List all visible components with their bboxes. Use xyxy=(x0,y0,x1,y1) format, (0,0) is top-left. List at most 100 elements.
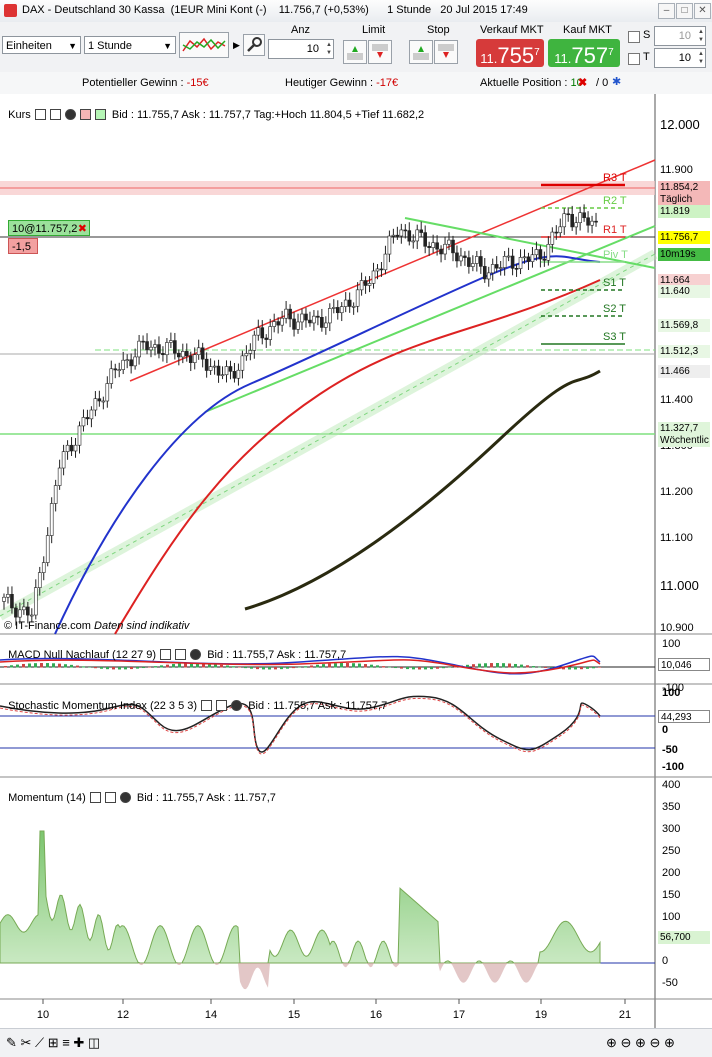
macd-bar xyxy=(436,667,439,669)
candle-body xyxy=(260,327,265,339)
potential-profit: Potentieller Gewinn : -15€ xyxy=(82,77,209,89)
momentum-area xyxy=(0,830,601,964)
indicator-axis-label: -50 xyxy=(662,977,678,989)
t-input[interactable]: 10 ▲ ▼ xyxy=(654,48,706,68)
stoch-signal xyxy=(0,697,601,755)
anz-input[interactable]: 10 ▲ ▼ xyxy=(268,39,334,59)
draw-tools-icon[interactable]: ✎ ✂ ⟋ ⊞ ≡ ✚ ◫ xyxy=(6,1035,101,1050)
candle-body xyxy=(77,425,82,446)
candle-body xyxy=(312,315,316,324)
macd-bar xyxy=(532,666,535,668)
candle-body xyxy=(256,327,261,336)
candle-body xyxy=(471,263,475,267)
candle-body xyxy=(546,244,551,261)
x-tick-label: 19 xyxy=(535,1009,547,1021)
macd-bar xyxy=(52,663,55,668)
period-select[interactable]: 1 Stunde ▼ xyxy=(84,36,176,54)
macd-bar xyxy=(412,667,415,670)
close-position-icon[interactable]: ✖ xyxy=(578,77,588,89)
candle-body xyxy=(109,368,114,384)
macd-bar xyxy=(94,667,97,669)
window-icon[interactable] xyxy=(104,792,116,803)
close-icon[interactable]: ✕ xyxy=(694,3,711,19)
window-icon[interactable] xyxy=(49,109,61,120)
macd-bar xyxy=(424,667,427,670)
candle-body xyxy=(101,400,106,403)
wrench-icon[interactable] xyxy=(89,792,101,803)
limit-buy-button[interactable] xyxy=(343,40,367,64)
play-icon[interactable]: ▶ xyxy=(233,40,240,50)
candle-body xyxy=(288,308,292,320)
candle-body xyxy=(467,257,471,267)
wrench-icon[interactable] xyxy=(34,109,46,120)
macd-bar xyxy=(214,664,217,668)
macd-bar xyxy=(40,663,43,668)
candle-body xyxy=(45,535,50,563)
indicator-axis-label: 0 xyxy=(662,955,669,967)
sell-market-button[interactable]: 11.7557 xyxy=(476,39,544,68)
close-icon[interactable] xyxy=(64,109,76,120)
close-icon[interactable] xyxy=(190,649,202,660)
wrench-icon[interactable] xyxy=(201,700,213,711)
order-tag[interactable]: 10@11.757,2 ✖ xyxy=(8,220,90,236)
candle-body xyxy=(375,268,380,272)
window-icon[interactable] xyxy=(175,649,187,660)
spin-arrows-icon[interactable]: ▲ ▼ xyxy=(326,42,332,56)
candle-body xyxy=(578,212,582,224)
stop-buy-button[interactable] xyxy=(409,40,433,64)
close-icon[interactable] xyxy=(119,792,131,803)
close-icon[interactable] xyxy=(231,700,243,711)
panel-title: Kurs xyxy=(8,109,31,121)
buy-price-main: 757 xyxy=(571,43,609,68)
macd-bar xyxy=(310,665,313,668)
price-tag: Täglich xyxy=(658,193,710,206)
stoch-line xyxy=(0,695,601,753)
indicator-axis-label: 300 xyxy=(662,823,681,835)
candle-body xyxy=(93,398,98,411)
panel-title: Stochastic Momentum Index (22 3 5 3) xyxy=(8,700,198,712)
macd-bar xyxy=(322,664,325,668)
candle-body xyxy=(280,317,284,326)
candle-body xyxy=(324,322,328,328)
maximize-icon[interactable]: □ xyxy=(676,3,693,19)
macd-bar xyxy=(166,664,169,668)
stop-sell-button[interactable] xyxy=(434,40,458,64)
limit-sell-button[interactable] xyxy=(368,40,392,64)
gear-icon[interactable]: ✱ xyxy=(612,76,622,88)
s-input[interactable]: 10 ▲ ▼ xyxy=(654,26,706,46)
candle-body xyxy=(196,347,201,356)
buy-price-sup: 7 xyxy=(608,47,614,58)
candle-body xyxy=(252,334,257,351)
spin-arrows-icon[interactable]: ▲ ▼ xyxy=(698,29,704,43)
macd-bar xyxy=(58,663,61,668)
spin-arrows-icon[interactable]: ▲ ▼ xyxy=(698,51,704,65)
s-label: S xyxy=(643,29,651,41)
candle-body xyxy=(399,229,404,237)
candle-body xyxy=(224,366,229,376)
settings-button[interactable] xyxy=(243,34,265,56)
minimize-icon[interactable]: – xyxy=(658,3,675,19)
wrench-icon[interactable] xyxy=(160,649,172,660)
zoom-tools-icon[interactable]: ⊕ ⊖ ⊕ ⊖ ⊕ xyxy=(606,1035,675,1050)
t-checkbox[interactable] xyxy=(628,53,640,65)
buy-market-button[interactable]: 11.7577 xyxy=(548,39,620,68)
sell-order-icon[interactable] xyxy=(79,109,91,120)
candle-body xyxy=(81,417,86,427)
order-toolbar: Einheiten ▼ 1 Stunde ▼ ▶ Anz 10 ▲ ▼ Limit St… xyxy=(0,22,712,73)
macd-bar xyxy=(448,667,451,668)
close-icon[interactable]: ✖ xyxy=(77,223,87,235)
t-value: 10 xyxy=(678,52,691,64)
macd-bar xyxy=(478,663,481,668)
buy-order-icon[interactable] xyxy=(94,109,106,120)
macd-bar xyxy=(484,663,487,668)
unit-select[interactable]: Einheiten ▼ xyxy=(2,36,81,54)
macd-bar xyxy=(586,667,589,669)
chart-type-icon xyxy=(182,37,226,52)
x-tick-label: 17 xyxy=(453,1009,465,1021)
chart-type-button[interactable] xyxy=(179,32,229,58)
s-checkbox[interactable] xyxy=(628,31,640,43)
macd-bar xyxy=(10,665,13,668)
candle-body xyxy=(240,355,245,371)
macd-bar xyxy=(496,663,499,668)
window-icon[interactable] xyxy=(216,700,228,711)
